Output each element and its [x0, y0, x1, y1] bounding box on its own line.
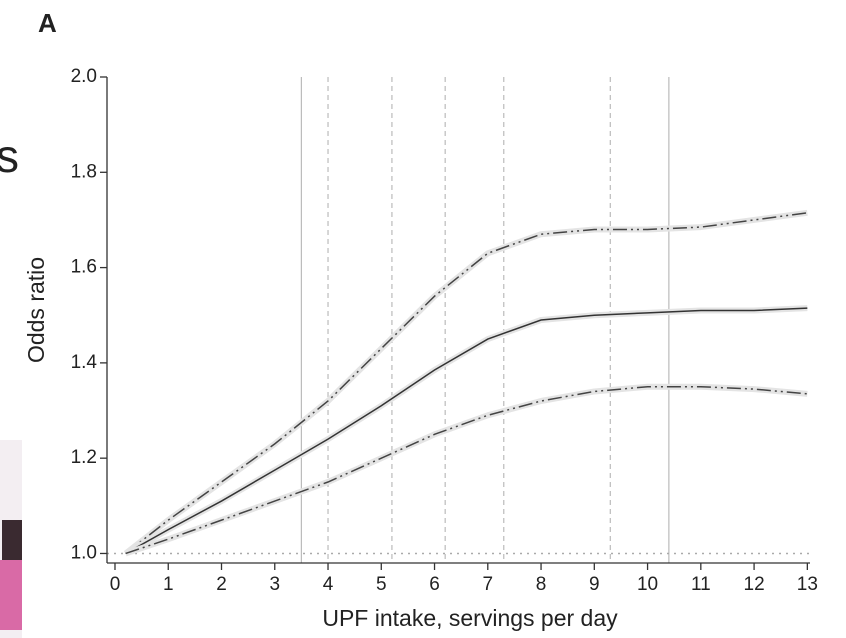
image-fragment — [2, 520, 22, 560]
x-tick-label: 5 — [376, 574, 387, 595]
x-tick-label: 3 — [269, 574, 280, 595]
x-tick-label: 4 — [323, 574, 334, 595]
x-tick-label: 8 — [536, 574, 547, 595]
x-tick-label: 12 — [744, 574, 765, 595]
x-tick-label: 13 — [797, 574, 818, 595]
x-tick-label: 10 — [637, 574, 658, 595]
y-tick-label: 2.0 — [71, 66, 97, 87]
background-image — [0, 440, 22, 638]
y-axis-title: Odds ratio — [23, 257, 49, 363]
y-tick-label: 1.4 — [71, 352, 98, 373]
series-line — [125, 307, 808, 555]
series-line — [125, 212, 808, 555]
background-fragment: s — [0, 130, 19, 182]
x-tick-label: 9 — [589, 574, 600, 595]
series-halo — [123, 209, 808, 556]
x-axis-title: UPF intake, servings per day — [322, 605, 618, 631]
series-line — [125, 385, 808, 555]
y-tick-label: 1.0 — [71, 542, 97, 563]
x-tick-label: 6 — [429, 574, 440, 595]
x-tick-label: 1 — [163, 574, 174, 595]
x-tick-label: 11 — [691, 574, 711, 595]
y-tick-label: 1.8 — [71, 161, 97, 182]
series-halo — [124, 383, 808, 557]
panel-label: A — [38, 8, 57, 38]
image-fragment — [0, 560, 22, 630]
x-tick-label: 2 — [216, 574, 227, 595]
x-tick-label: 7 — [483, 574, 494, 595]
y-tick-label: 1.2 — [71, 447, 97, 468]
x-tick-label: 0 — [110, 574, 121, 595]
y-tick-label: 1.6 — [71, 257, 97, 278]
